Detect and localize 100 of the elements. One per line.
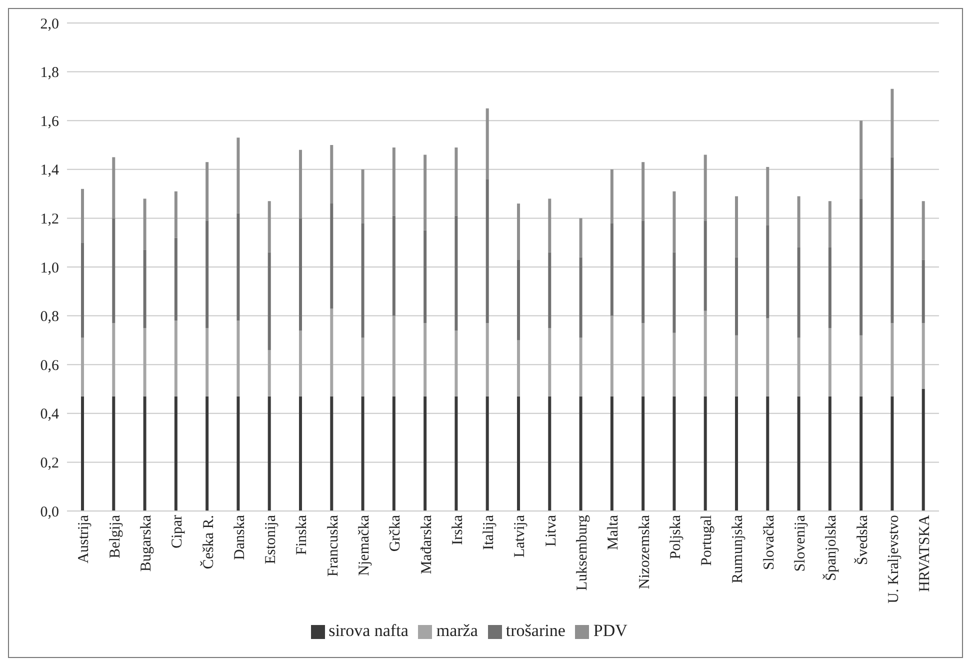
- bar: [610, 169, 614, 224]
- x-tick-label: Slovenija: [792, 514, 809, 572]
- bar: [330, 145, 334, 204]
- bar: [81, 242, 84, 338]
- y-tick-label: 1,4: [40, 162, 60, 179]
- x-tick-label: Grčka: [388, 514, 404, 552]
- bar: [206, 328, 209, 396]
- x-tick-label: Rumunjska: [730, 514, 746, 584]
- bar: [361, 396, 364, 511]
- x-tick-label: Nizozemska: [636, 514, 653, 590]
- bar: [517, 340, 520, 396]
- bar: [704, 396, 707, 511]
- y-tick-label: 0,4: [40, 406, 60, 423]
- x-tick-label: Luksemburg: [574, 514, 591, 591]
- x-tick-label: HRVATSKA: [917, 514, 934, 592]
- bar: [766, 166, 770, 226]
- x-tick-label: U. Kraljevstvo: [886, 515, 902, 604]
- y-tick-label: 1,8: [40, 65, 59, 82]
- bar: [206, 396, 209, 511]
- y-tick-label: 1,2: [40, 212, 59, 228]
- x-tick-label: Portugal: [699, 515, 716, 566]
- bar: [579, 218, 582, 258]
- bar: [268, 396, 271, 511]
- bar: [579, 338, 582, 396]
- bar: [548, 328, 552, 396]
- bar: [579, 257, 582, 338]
- bar: [361, 169, 364, 224]
- bar: [922, 260, 925, 324]
- bar: [548, 252, 552, 328]
- bar: [766, 226, 770, 318]
- x-tick-label: Belgija: [107, 514, 124, 558]
- x-tick-label: Španjolska: [822, 514, 840, 581]
- bar: [206, 220, 209, 328]
- bar: [766, 318, 770, 396]
- bar: [548, 198, 552, 252]
- bar: [112, 396, 116, 511]
- bar: [642, 323, 645, 396]
- bar: [112, 157, 116, 218]
- x-tick-label: Cipar: [170, 515, 186, 548]
- bar: [704, 154, 707, 221]
- bar: [330, 204, 334, 308]
- bar: [112, 218, 116, 324]
- x-tick-label: Francuska: [325, 514, 342, 577]
- bar: [890, 396, 894, 511]
- bar: [860, 198, 863, 336]
- bar: [672, 332, 676, 396]
- bar: [797, 247, 800, 338]
- bar: [454, 330, 458, 396]
- bar: [922, 201, 925, 260]
- bar: [424, 154, 427, 230]
- y-tick-label: 0,0: [40, 504, 59, 520]
- bar: [642, 220, 645, 324]
- bar: [236, 138, 240, 214]
- x-tick-label: Latvija: [512, 514, 528, 558]
- legend-label: sirova nafta: [328, 621, 408, 640]
- bar: [424, 230, 427, 324]
- x-tick-label: Litva: [543, 514, 560, 547]
- bar: [454, 396, 458, 511]
- legend-label: PDV: [593, 621, 628, 640]
- x-tick-label: Estonija: [263, 514, 280, 564]
- bar: [642, 162, 645, 221]
- bar: [392, 316, 396, 396]
- x-tick-label: Irska: [450, 514, 466, 545]
- bar: [890, 157, 894, 324]
- y-tick-label: 1,6: [40, 114, 60, 130]
- bar: [766, 396, 770, 511]
- bar: [424, 323, 427, 396]
- bar: [330, 396, 334, 511]
- bar: [81, 338, 84, 396]
- bar: [860, 120, 863, 199]
- bar: [486, 179, 489, 324]
- x-tick-label: Slovačka: [761, 514, 778, 570]
- x-tick-label: Švedska: [854, 514, 871, 565]
- bar: [174, 320, 178, 396]
- bar: [236, 396, 240, 511]
- bar: [642, 396, 645, 511]
- y-tick-label: 0,6: [40, 358, 60, 374]
- bar: [672, 252, 676, 333]
- bar: [268, 350, 271, 396]
- y-tick-label: 0,2: [40, 456, 59, 472]
- bar: [361, 223, 364, 338]
- bar: [330, 308, 334, 396]
- bar: [174, 238, 178, 321]
- bar: [174, 396, 178, 511]
- bar: [735, 257, 738, 336]
- bar: [610, 396, 614, 511]
- bar: [672, 191, 676, 252]
- bar: [486, 396, 489, 511]
- bar: [610, 223, 614, 316]
- bar: [517, 396, 520, 511]
- bar: [486, 323, 489, 396]
- bar: [392, 216, 396, 316]
- bar: [206, 162, 209, 221]
- bar: [361, 338, 364, 396]
- bar: [424, 396, 427, 511]
- bar: [268, 252, 271, 350]
- bar: [797, 338, 800, 396]
- x-tick-label: Mađarska: [418, 514, 435, 574]
- bar: [81, 396, 84, 511]
- bar: [828, 328, 832, 396]
